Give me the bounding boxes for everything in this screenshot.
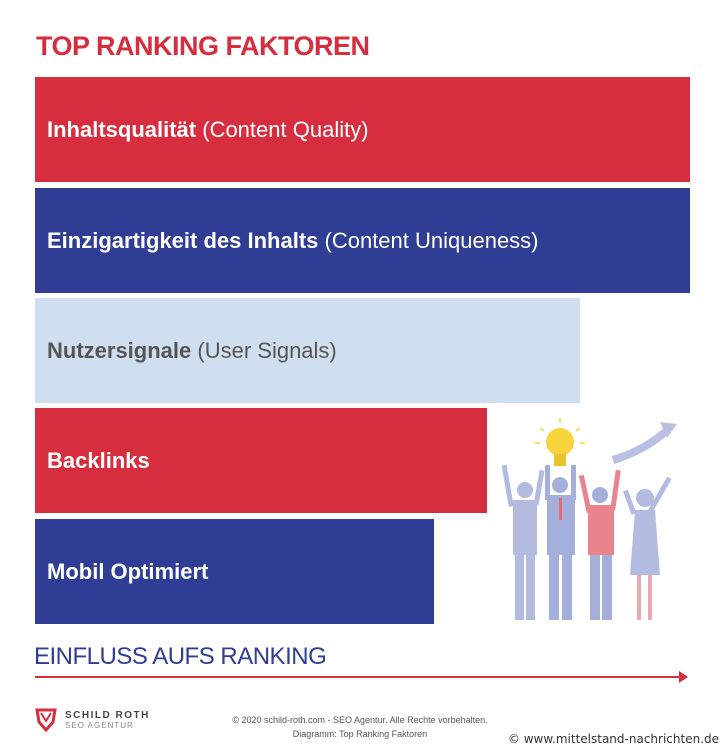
chart-title: TOP RANKING FAKTOREN — [36, 31, 370, 61]
arrow-right-icon — [679, 671, 688, 683]
copyright-line-1: © 2020 schild-roth.com - SEO Agentur. Al… — [232, 715, 488, 725]
bar-content-uniqueness: Einzigartigkeit des Inhalts (Content Uni… — [35, 188, 690, 293]
bar-content-quality: Inhaltsqualität (Content Quality) — [35, 77, 690, 182]
bar-user-signals: Nutzersignale (User Signals) — [35, 298, 580, 403]
bar-label: Mobil Optimiert — [47, 558, 209, 584]
bar-label: Backlinks — [47, 447, 150, 473]
bar-label: Nutzersignale (User Signals) — [47, 337, 337, 363]
brand-logo: SCHILD ROTH SEO AGENTUR — [35, 708, 150, 732]
copyright-text: © 2020 schild-roth.com - SEO Agentur. Al… — [200, 713, 520, 741]
x-axis-line — [35, 676, 682, 678]
bar-mobile-optimized: Mobil Optimiert — [35, 519, 434, 624]
bar-label: Inhaltsqualität (Content Quality) — [47, 116, 369, 142]
logo-subtitle: SEO AGENTUR — [65, 721, 134, 730]
copyright-line-2: Diagramm: Top Ranking Faktoren — [292, 729, 428, 739]
x-axis-label: EINFLUSS AUFS RANKING — [34, 643, 327, 670]
bar-label: Einzigartigkeit des Inhalts (Content Uni… — [47, 227, 539, 253]
bar-backlinks: Backlinks — [35, 408, 487, 513]
logo-name: SCHILD ROTH — [65, 710, 150, 721]
watermark: © www.mittelstand-nachrichten.de — [505, 732, 721, 746]
lightbulb-icon — [535, 418, 585, 466]
shield-icon — [35, 708, 57, 732]
team-celebration-illustration — [501, 418, 677, 620]
